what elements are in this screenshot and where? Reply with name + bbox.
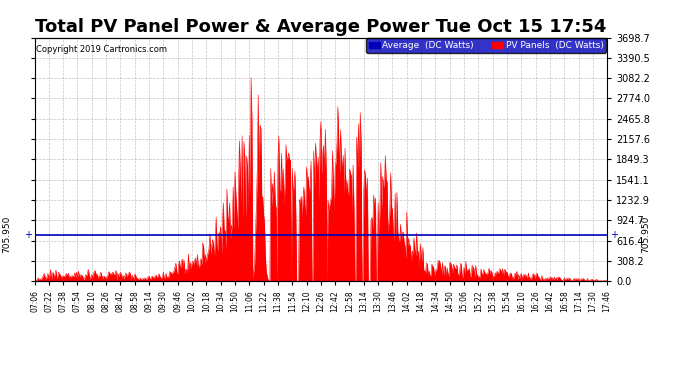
Title: Total PV Panel Power & Average Power Tue Oct 15 17:54: Total PV Panel Power & Average Power Tue…: [35, 18, 607, 36]
Text: 705.950: 705.950: [2, 216, 11, 254]
Text: +: +: [610, 230, 618, 240]
Legend: Average  (DC Watts), PV Panels  (DC Watts): Average (DC Watts), PV Panels (DC Watts): [366, 38, 607, 53]
Text: 705.950: 705.950: [642, 216, 651, 254]
Text: +: +: [23, 230, 32, 240]
Text: Copyright 2019 Cartronics.com: Copyright 2019 Cartronics.com: [36, 45, 167, 54]
